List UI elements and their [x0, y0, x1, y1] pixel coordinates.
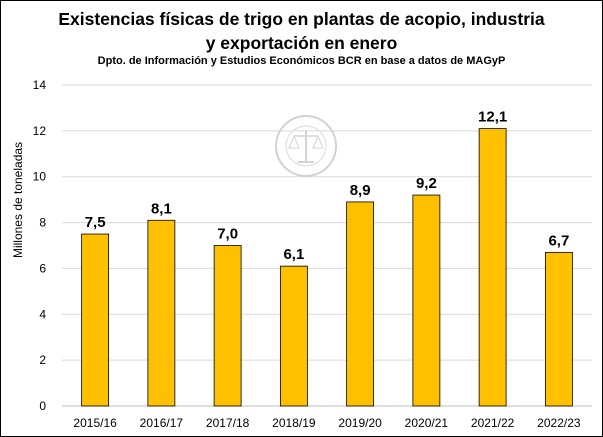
y-tick-label: 10: [33, 170, 47, 184]
x-tick-labels: 2015/16 2016/17 2017/18 2018/19 2019/20 2020/…: [73, 416, 580, 430]
x-tick-label: 2021/22: [471, 416, 515, 430]
y-tick-label: 12: [33, 124, 47, 138]
y-tick-label: 6: [39, 261, 46, 275]
chart-subtitle: Dpto. de Información y Estudios Económic…: [97, 55, 506, 67]
x-tick-label: 2017/18: [206, 416, 250, 430]
data-label: 8,1: [151, 200, 172, 217]
data-label: 7,0: [217, 226, 238, 243]
y-tick-label: 2: [39, 353, 46, 367]
data-label: 12,1: [478, 109, 507, 126]
bar: [544, 251, 573, 407]
y-tick-labels: 0 2 4 6 8 10 12 14: [33, 78, 47, 413]
x-tick-label: 2019/20: [338, 416, 382, 430]
data-label: 6,7: [548, 232, 569, 249]
y-tick-label: 4: [39, 307, 46, 321]
bars: [81, 128, 573, 407]
watermark-logo: [275, 115, 337, 177]
x-tick-label: 2015/16: [73, 416, 117, 430]
data-label: 7,5: [85, 214, 106, 231]
bar: [412, 194, 441, 407]
data-label: 6,1: [283, 246, 304, 263]
data-labels: 7,5 8,1 7,0 6,1 8,9 9,2 12,1 6,7: [85, 109, 570, 264]
bar: [213, 245, 242, 407]
y-tick-label: 14: [33, 78, 47, 92]
bar: [279, 265, 308, 407]
x-tick-label: 2020/21: [405, 416, 449, 430]
y-tick-label: 8: [39, 216, 46, 230]
chart-title-line2: y exportación en enero: [205, 33, 398, 53]
y-tick-label: 0: [39, 399, 46, 413]
y-axis-label: Millones de toneladas: [11, 142, 25, 258]
x-tick-label: 2022/23: [537, 416, 581, 430]
x-tick-label: 2018/19: [272, 416, 316, 430]
bar: [147, 219, 176, 407]
bar: [346, 201, 375, 407]
gridlines: [62, 84, 592, 407]
chart-title-line1: Existencias físicas de trigo en plantas …: [58, 9, 545, 29]
bar: [81, 233, 110, 407]
bar: [478, 128, 507, 407]
data-label: 8,9: [350, 182, 371, 199]
data-label: 9,2: [416, 175, 437, 192]
x-tick-label: 2016/17: [140, 416, 184, 430]
